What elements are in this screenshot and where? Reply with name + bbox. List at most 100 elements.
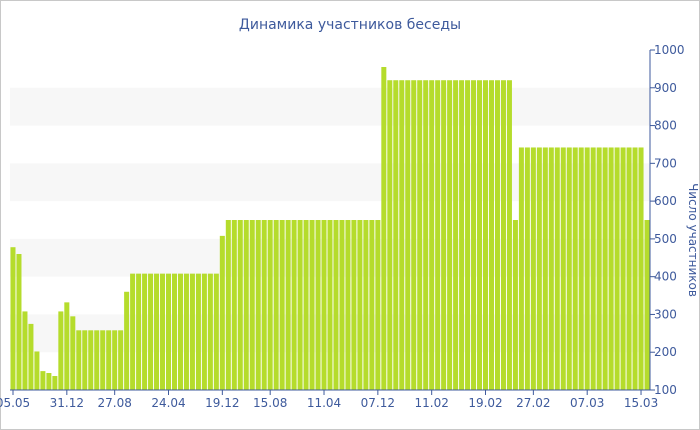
bar	[106, 330, 112, 390]
bar	[536, 147, 542, 390]
x-tick-label: 24.04	[151, 396, 185, 410]
bar	[506, 80, 512, 390]
bar	[345, 220, 351, 390]
bar	[333, 220, 339, 390]
x-tick-label: 19.12	[205, 396, 239, 410]
x-tick-label: 05.05	[0, 396, 30, 410]
bar	[494, 80, 500, 390]
bar	[399, 80, 405, 390]
x-axis-ticks: 05.05 31.12 27.08 24.04 19.12 15.08 11.04 07.12…	[0, 390, 658, 410]
bar	[363, 220, 369, 390]
y-tick-label: 100	[654, 383, 677, 397]
bar	[429, 80, 435, 390]
bar	[249, 220, 255, 390]
bar	[261, 220, 267, 390]
y-tick-label: 700	[654, 156, 677, 170]
bar	[321, 220, 327, 390]
bar	[483, 80, 489, 390]
bar	[381, 67, 387, 390]
y-axis-title: Число участников	[686, 183, 700, 297]
bar	[34, 351, 40, 390]
bar	[566, 147, 572, 390]
bar	[488, 80, 494, 390]
bar	[644, 220, 650, 390]
bar	[52, 376, 58, 390]
bar	[620, 147, 626, 390]
bar	[518, 147, 524, 390]
bar	[171, 273, 177, 390]
grid-band	[10, 87, 650, 126]
x-tick-label: 15.08	[253, 396, 287, 410]
bar	[118, 330, 124, 390]
y-axis-ticks: 100 200 300 400 500 600 700 800 900 1000	[650, 43, 685, 397]
y-tick-label: 300	[654, 307, 677, 321]
bar	[291, 220, 297, 390]
bar	[58, 311, 64, 390]
bar	[165, 273, 172, 390]
bar	[315, 220, 321, 390]
x-tick-label: 07.12	[361, 396, 395, 410]
y-tick-label: 400	[654, 270, 677, 284]
grid-band	[10, 163, 650, 202]
bar	[524, 147, 530, 390]
bar	[578, 147, 584, 390]
bar	[16, 254, 22, 390]
bar	[154, 273, 160, 390]
bar	[560, 147, 566, 390]
bar	[393, 80, 399, 390]
bar	[512, 220, 518, 390]
axes	[10, 50, 651, 391]
bar	[423, 80, 429, 390]
bar	[542, 147, 548, 390]
bar	[273, 220, 279, 390]
chart-title: Динамика участников беседы	[239, 17, 461, 33]
bar	[219, 235, 225, 390]
bar	[28, 323, 34, 390]
y-tick-label: 1000	[654, 43, 685, 57]
x-tick-label: 19.02	[468, 396, 502, 410]
bar	[465, 80, 471, 390]
bar	[602, 147, 608, 390]
bar	[596, 147, 602, 390]
bar	[459, 80, 465, 390]
bar	[124, 291, 130, 390]
x-tick-label: 11.04	[307, 396, 341, 410]
bar	[477, 80, 483, 390]
bar	[207, 273, 213, 390]
bar	[435, 80, 441, 390]
bar	[255, 220, 261, 390]
bar	[369, 220, 375, 390]
x-tick-label: 15.03	[624, 396, 658, 410]
bar	[82, 330, 88, 390]
bar	[351, 220, 357, 390]
y-tick-label: 600	[654, 194, 677, 208]
bar	[40, 371, 46, 390]
bar	[417, 80, 423, 390]
bar	[626, 147, 632, 390]
bar	[339, 220, 345, 390]
bar	[189, 273, 195, 390]
bar	[530, 147, 536, 390]
bar	[608, 147, 614, 390]
bar	[297, 220, 303, 390]
bar	[94, 330, 100, 390]
bar	[70, 316, 76, 390]
bar	[243, 220, 249, 390]
bar	[279, 220, 285, 390]
bar	[10, 247, 16, 390]
y-tick-label: 200	[654, 345, 677, 359]
bar	[22, 311, 28, 390]
bar	[76, 330, 82, 390]
bar	[387, 80, 393, 390]
bar	[160, 273, 166, 390]
bar	[237, 220, 243, 390]
bar	[590, 147, 596, 390]
bar	[183, 273, 189, 390]
bar	[548, 147, 554, 390]
bar	[441, 80, 447, 390]
y-tick-label: 800	[654, 119, 677, 133]
bar	[327, 220, 333, 390]
bar	[213, 273, 219, 390]
bar	[64, 302, 70, 390]
bar	[554, 147, 560, 390]
